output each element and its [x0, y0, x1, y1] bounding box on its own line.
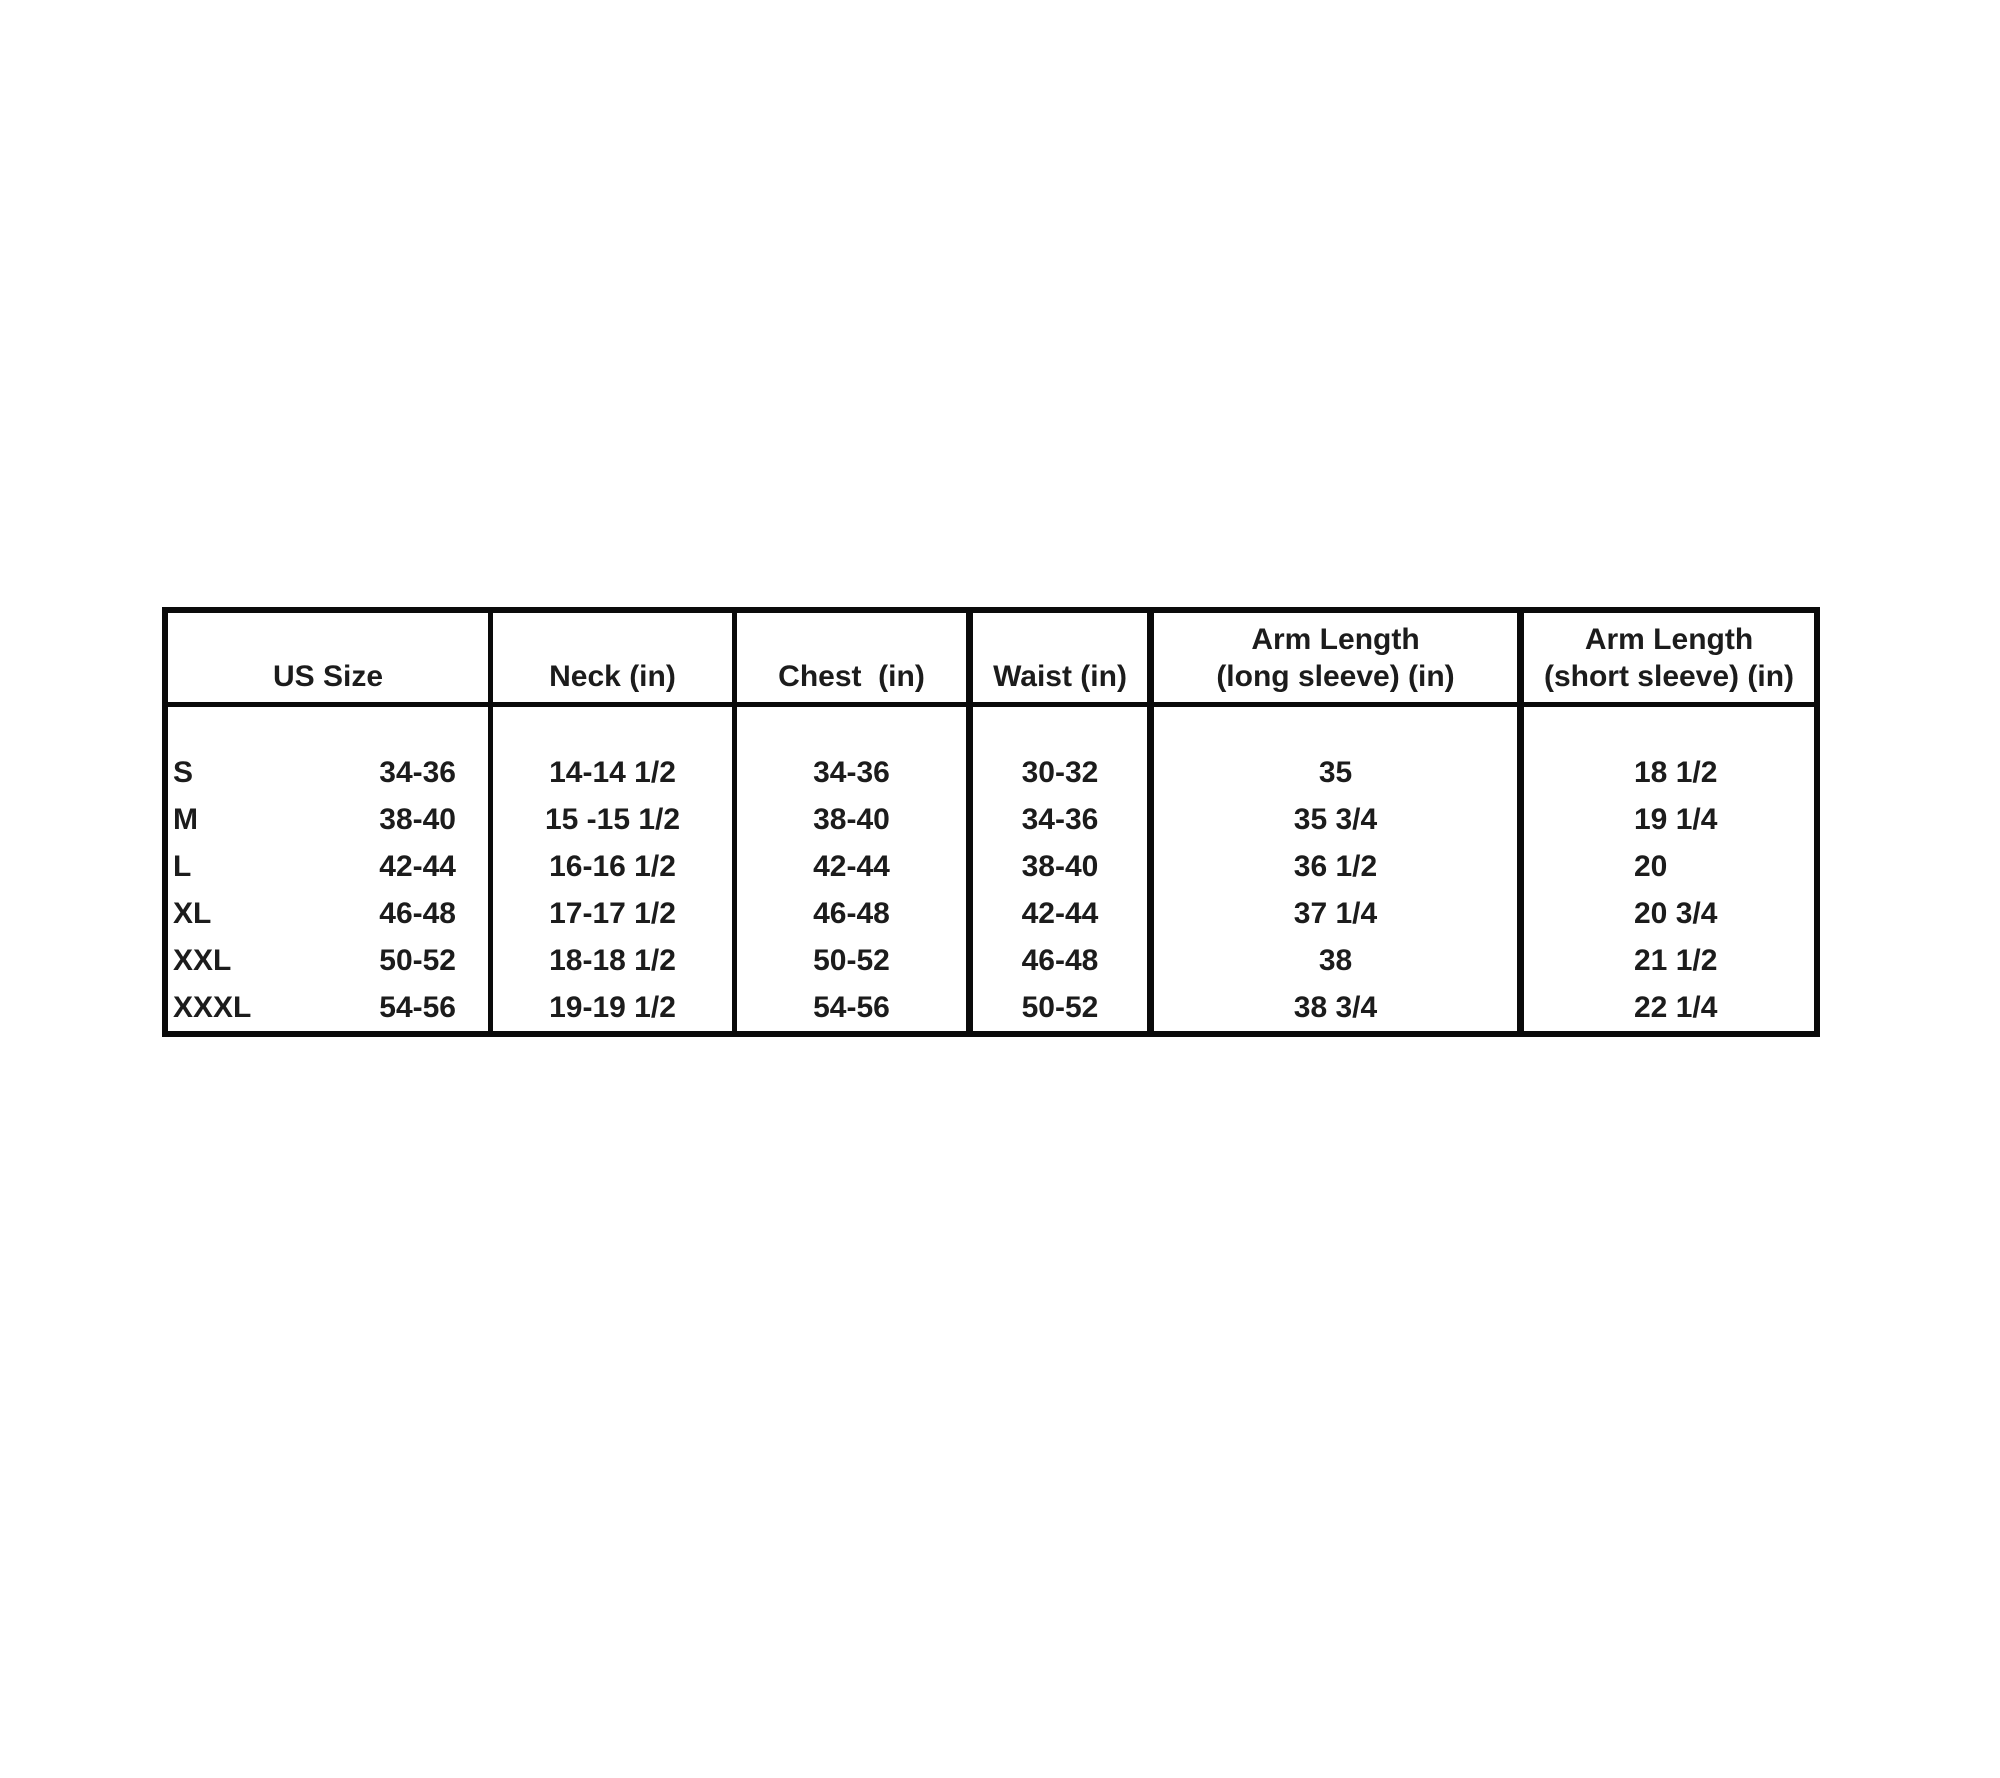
cell-chest: 54-56 [813, 991, 890, 1024]
cell-arm-long: 37 1/4 [1293, 897, 1378, 930]
cell-arm-long: 35 3/4 [1293, 803, 1378, 836]
header-chest-label: Chest (in) [778, 660, 925, 693]
size-code: M [173, 803, 198, 836]
cell-chest: 42-44 [813, 850, 890, 883]
cell-arm-long: 36 1/2 [1293, 850, 1378, 883]
column-chest-body: 34-36 38-40 42-44 46-48 50-52 54-56 [737, 707, 966, 1031]
cell-neck: 14-14 1/2 [549, 756, 676, 789]
size-code: XXL [173, 944, 232, 977]
header-chest: Chest (in) [737, 613, 966, 707]
header-us-size-label: US Size [272, 660, 384, 693]
cell-chest: 46-48 [813, 897, 890, 930]
header-arm-length-long: Arm Length (long sleeve) (in) [1154, 613, 1517, 707]
cell-arm-short: 20 [1634, 850, 1668, 883]
header-us-size: US Size [168, 613, 488, 707]
column-us-size-body: S 34-36 M 38-40 L 42-44 XL 46-48 XXL 5 [168, 707, 488, 1031]
size-range: 50-52 [379, 944, 456, 977]
column-waist-body: 30-32 34-36 38-40 42-44 46-48 50-52 [973, 707, 1147, 1031]
cell-chest: 38-40 [813, 803, 890, 836]
cell-chest: 50-52 [813, 944, 890, 977]
cell-arm-short: 18 1/2 [1634, 756, 1718, 789]
size-range: 34-36 [379, 756, 456, 789]
table-row: XL 46-48 [168, 890, 488, 937]
cell-arm-long: 35 [1318, 756, 1353, 789]
cell-arm-short: 21 1/2 [1634, 944, 1718, 977]
header-arm-length-short-line1: Arm Length [1584, 623, 1754, 656]
cell-waist: 50-52 [1021, 991, 1099, 1024]
column-neck: Neck (in) 14-14 1/2 15 -15 1/2 16-16 1/2… [488, 613, 732, 1031]
column-arm-length-long-body: 35 35 3/4 36 1/2 37 1/4 38 38 3/4 [1154, 707, 1517, 1031]
cell-arm-short: 19 1/4 [1634, 803, 1718, 836]
table-row: S 34-36 [168, 749, 488, 796]
cell-waist: 30-32 [1021, 756, 1099, 789]
cell-neck: 16-16 1/2 [549, 850, 676, 883]
column-arm-length-long: Arm Length (long sleeve) (in) 35 35 3/4 … [1147, 613, 1517, 1031]
table-row: L 42-44 [168, 843, 488, 890]
table-row: M 38-40 [168, 796, 488, 843]
cell-arm-long: 38 [1318, 944, 1353, 977]
cell-neck: 15 -15 1/2 [544, 803, 681, 836]
cell-waist: 46-48 [1021, 944, 1099, 977]
column-arm-length-short-body: 18 1/2 19 1/4 20 20 3/4 21 1/2 22 1/4 [1524, 707, 1814, 1031]
header-arm-length-short-line2: (short sleeve) (in) [1543, 660, 1795, 693]
size-range: 54-56 [379, 991, 456, 1024]
header-arm-length-long-line1: Arm Length [1251, 623, 1420, 656]
column-us-size: US Size S 34-36 M 38-40 L 42-44 XL 46-48 [168, 613, 488, 1031]
cell-neck: 18-18 1/2 [549, 944, 676, 977]
cell-arm-short: 20 3/4 [1634, 897, 1718, 930]
cell-neck: 19-19 1/2 [549, 991, 676, 1024]
cell-waist: 34-36 [1021, 803, 1099, 836]
cell-chest: 34-36 [813, 756, 890, 789]
cell-neck: 17-17 1/2 [549, 897, 676, 930]
cell-arm-short: 22 1/4 [1634, 991, 1718, 1024]
cell-arm-long: 38 3/4 [1293, 991, 1378, 1024]
table-row: XXL 50-52 [168, 937, 488, 984]
column-arm-length-short: Arm Length (short sleeve) (in) 18 1/2 19… [1517, 613, 1814, 1031]
size-code: XL [173, 897, 212, 930]
column-neck-body: 14-14 1/2 15 -15 1/2 16-16 1/2 17-17 1/2… [493, 707, 732, 1031]
size-range: 42-44 [379, 850, 456, 883]
size-code: S [173, 756, 194, 789]
header-arm-length-long-line2: (long sleeve) (in) [1216, 660, 1455, 693]
cell-waist: 42-44 [1021, 897, 1099, 930]
header-waist: Waist (in) [973, 613, 1147, 707]
size-code: XXXL [173, 991, 252, 1024]
header-waist-label: Waist (in) [993, 660, 1127, 693]
size-range: 46-48 [379, 897, 456, 930]
size-chart-table: US Size S 34-36 M 38-40 L 42-44 XL 46-48 [162, 607, 1820, 1037]
header-neck: Neck (in) [493, 613, 732, 707]
size-range: 38-40 [379, 803, 456, 836]
size-code: L [173, 850, 192, 883]
cell-waist: 38-40 [1021, 850, 1099, 883]
header-neck-label: Neck (in) [549, 660, 676, 693]
column-waist: Waist (in) 30-32 34-36 38-40 42-44 46-48… [966, 613, 1147, 1031]
column-chest: Chest (in) 34-36 38-40 42-44 46-48 50-52… [732, 613, 966, 1031]
header-arm-length-short: Arm Length (short sleeve) (in) [1524, 613, 1814, 707]
table-row: XXXL 54-56 [168, 984, 488, 1031]
